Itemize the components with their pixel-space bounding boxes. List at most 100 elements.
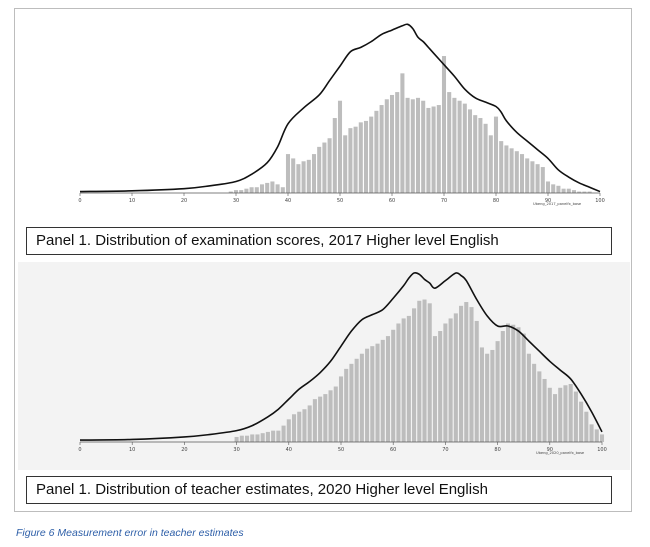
histogram-bar-2020 [469, 307, 474, 442]
histogram-bar-2017 [571, 190, 577, 193]
histogram-bar-2020 [552, 394, 558, 442]
histogram-bar-2020 [427, 303, 432, 442]
histogram-bar-2020 [563, 385, 568, 442]
histogram-bar-2017 [311, 154, 317, 193]
histogram-bar-2017 [566, 188, 571, 193]
histogram-bar-2020 [516, 327, 521, 442]
histogram-bars-2017 [228, 56, 592, 194]
histogram-bar-2017 [296, 164, 301, 193]
histogram-bar-2020 [589, 424, 594, 442]
histogram-bar-2017 [509, 148, 514, 193]
panel-caption-2017: Panel 1. Distribution of examination sco… [26, 227, 612, 255]
histogram-bar-2020 [432, 336, 437, 442]
histogram-bar-2020 [239, 435, 244, 442]
histogram-bar-2017 [400, 73, 405, 193]
histogram-bar-2020 [375, 343, 380, 442]
x-tick-label-2017: 30 [233, 198, 239, 204]
histogram-bar-2020 [526, 353, 531, 442]
histogram-bar-2020 [307, 405, 312, 442]
figure-caption: Figure 6 Measurement error in teacher es… [16, 527, 244, 539]
histogram-bar-2017 [301, 161, 306, 193]
histogram-bar-2017 [265, 182, 270, 193]
histogram-bar-2020 [521, 333, 526, 442]
histogram-bar-2017 [431, 106, 436, 193]
histogram-bar-2020 [291, 414, 297, 442]
histogram-bar-2017 [363, 120, 369, 193]
histogram-bar-2020 [573, 391, 578, 442]
histogram-bar-2017 [270, 181, 275, 193]
histogram-bar-2017 [249, 187, 254, 193]
histogram-bar-2020 [422, 299, 427, 442]
histogram-bar-2020 [417, 300, 422, 442]
histogram-bar-2017 [415, 97, 421, 193]
histogram-bar-2020 [542, 378, 547, 442]
histogram-bar-2020 [485, 353, 490, 442]
histogram-bar-2017 [452, 97, 457, 193]
histogram-bar-2020 [459, 305, 464, 442]
histogram-bar-2017 [254, 187, 259, 193]
histogram-bar-2017 [462, 103, 467, 193]
histogram-bar-2020 [271, 430, 276, 442]
histogram-bar-2020 [558, 387, 563, 442]
x-tick-label-2020: 70 [442, 447, 448, 453]
histogram-bar-2020 [312, 399, 317, 442]
histogram-bar-2020 [370, 346, 375, 442]
histogram-bar-2020 [297, 411, 302, 442]
histogram-bar-2017 [384, 99, 389, 193]
histogram-bar-2020 [354, 358, 359, 442]
x-tick-label-2017: 80 [493, 198, 499, 204]
histogram-bar-2017 [280, 187, 285, 193]
histogram-bar-2017 [535, 164, 540, 193]
histogram-bar-2020 [365, 348, 370, 442]
histogram-bar-2020 [532, 363, 537, 442]
histogram-bar-2020 [443, 323, 448, 442]
x-tick-label-2017: 70 [441, 198, 447, 204]
histogram-bar-2020 [380, 339, 385, 442]
histogram-bar-2017 [493, 116, 499, 193]
x-tick-label-2017: 100 [595, 198, 605, 204]
histogram-bar-2017 [582, 191, 587, 193]
histogram-bar-2017 [545, 181, 551, 193]
histogram-bar-2017 [561, 188, 566, 193]
histogram-bar-2020 [568, 384, 573, 442]
histogram-bar-2017 [353, 126, 358, 193]
histogram-bar-2020 [599, 434, 605, 442]
x-tick-label-2017: 20 [181, 198, 187, 204]
x-tick-label-2020: 50 [338, 447, 344, 453]
histogram-bar-2017 [473, 115, 478, 193]
histogram-bar-2017 [587, 191, 592, 193]
histogram-bar-2017 [436, 105, 441, 193]
chart-panel-2020: 0 10 20 30 40 50 60 70 80 90 100 Ubeng_2020_panelf… [18, 262, 630, 470]
x-tick-label-2017: 50 [337, 198, 343, 204]
density-curve-2020 [79, 272, 603, 441]
histogram-bar-2017 [306, 159, 311, 193]
x-tick-label-2020: 80 [494, 447, 500, 453]
histogram-bar-2017 [530, 161, 535, 193]
histogram-bar-2017 [488, 135, 493, 193]
x-tick-label-2020: 30 [233, 447, 239, 453]
variable-label-2017: Ubeng_2017_panelfx_base [533, 202, 582, 206]
histogram-bar-2020 [584, 411, 589, 442]
x-tick-label-2017: 90 [545, 198, 551, 204]
histogram-bar-2017 [504, 145, 509, 193]
histogram-bar-2020 [245, 435, 250, 442]
histogram-bar-2020 [579, 401, 584, 442]
histogram-bar-2017 [332, 118, 337, 193]
histogram-bar-2020 [281, 425, 286, 442]
histogram-bar-2017 [322, 142, 327, 193]
histogram-bar-2017 [514, 151, 519, 193]
histogram-bar-2017 [259, 184, 265, 193]
histogram-bar-2020 [479, 347, 484, 442]
histogram-bar-2017 [348, 128, 353, 194]
histogram-bar-2020 [344, 368, 349, 442]
histogram-bar-2020 [265, 431, 270, 442]
histogram-bar-2017 [426, 107, 431, 193]
histogram-bar-2017 [275, 184, 280, 193]
x-tick-label-2020: 90 [547, 447, 553, 453]
histogram-bar-2020 [333, 386, 338, 442]
histogram-bar-2020 [537, 371, 542, 442]
histogram-bar-2017 [327, 138, 332, 193]
histogram-bar-2020 [286, 419, 291, 442]
x-tick-label-2020: 0 [78, 447, 81, 453]
histogram-bar-2020 [250, 434, 255, 442]
